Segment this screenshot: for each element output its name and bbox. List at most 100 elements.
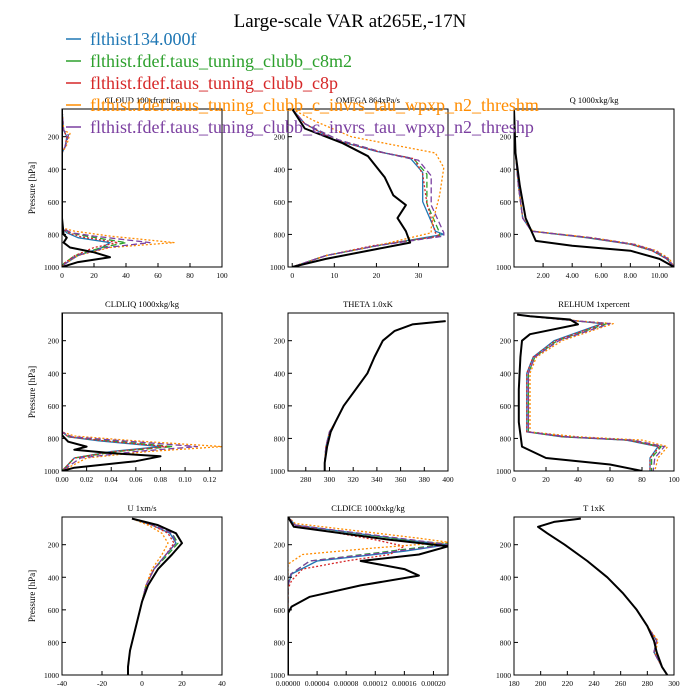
x-tick-label: 2.00 <box>537 271 550 280</box>
panel-0: 0 20 40 60 80 100 200 400 600 800 1000 CLOUD 100xfr… <box>27 95 228 280</box>
panel-1: 0 10 20 30 200 400 600 800 1000 OMEGA 864xPa/s <box>270 95 449 280</box>
y-tick-label: 200 <box>500 541 512 550</box>
panel-0-frame <box>61 108 223 268</box>
series-line-4 <box>514 109 674 267</box>
y-tick-label: 800 <box>274 434 286 443</box>
y-tick-label: 800 <box>274 230 286 239</box>
legend-entry: flthist.fdef.taus_tuning_clubb_c_invrs_t… <box>90 95 539 115</box>
y-tick-label: 1000 <box>496 467 511 476</box>
series-line-0 <box>127 517 177 675</box>
panel-8: 180 200 220 240 260 280 300 200 400 600 800 1000 T 1… <box>496 503 680 688</box>
figure-legend: flthist134.000f flthist.fdef.taus_tuning_… <box>66 29 539 137</box>
series-line-1 <box>514 109 674 267</box>
series-line-4 <box>517 313 666 471</box>
series-line-5 <box>514 109 674 267</box>
series-line-3 <box>288 517 448 675</box>
panel-title: OMEGA 864xPa/s <box>336 95 400 105</box>
y-tick-label: 200 <box>48 337 60 346</box>
series-line-2 <box>62 109 119 267</box>
y-tick-label: 1000 <box>270 671 285 680</box>
y-tick-label: 600 <box>274 198 286 207</box>
series-line-4 <box>62 109 151 267</box>
y-axis-label: Pressure [hPa] <box>27 162 37 214</box>
series-line-5 <box>291 109 412 267</box>
y-tick-label: 600 <box>48 402 60 411</box>
series-line-3 <box>62 109 175 267</box>
x-tick-label: 0.00016 <box>392 679 417 688</box>
x-tick-label: 10 <box>331 271 339 280</box>
panel-title: CLDICE 1000xkg/kg <box>331 503 405 513</box>
y-tick-label: 800 <box>48 638 60 647</box>
series-line-3 <box>537 517 668 675</box>
panel-title: RELHUM 1xpercent <box>558 299 630 309</box>
x-tick-label: 80 <box>186 271 194 280</box>
x-tick-label: 0.04 <box>105 475 118 484</box>
x-tick-label: 4.00 <box>566 271 579 280</box>
y-tick-label: 1000 <box>270 263 285 272</box>
y-tick-label: 200 <box>48 133 60 142</box>
x-tick-label: 40 <box>122 271 130 280</box>
x-tick-label: 60 <box>606 475 614 484</box>
x-tick-label: 10.00 <box>651 271 668 280</box>
figure-title: Large-scale VAR at265E,-17N <box>234 11 467 32</box>
y-tick-label: 1000 <box>496 671 511 680</box>
y-tick-label: 400 <box>48 165 60 174</box>
panel-7: 0.00000 0.00004 0.00008 0.00012 0.00016 0.000… <box>270 503 449 688</box>
x-tick-label: 220 <box>562 679 574 688</box>
x-tick-label: 200 <box>535 679 547 688</box>
x-tick-label: 6.00 <box>595 271 608 280</box>
y-tick-label: 600 <box>48 606 60 615</box>
series-line-1 <box>127 517 179 675</box>
panel-5-frame <box>513 312 675 472</box>
panel-7-series <box>288 517 448 675</box>
panel-title: CLOUD 100xfraction <box>105 95 181 105</box>
panel-title: Q 1000xkg/kg <box>570 95 620 105</box>
x-tick-label: 0.02 <box>80 475 93 484</box>
series-line-0 <box>324 320 446 471</box>
series-line-0 <box>537 517 668 675</box>
series-line-5 <box>62 313 162 471</box>
panel-6: -40 -20 0 20 40 200 400 600 800 1000 U 1xm/s Pressu… <box>27 503 226 688</box>
series-line-3 <box>291 109 445 267</box>
x-tick-label: 30 <box>415 271 423 280</box>
series-line-4 <box>537 517 668 675</box>
x-tick-label: -40 <box>57 679 67 688</box>
y-tick-label: 400 <box>500 369 512 378</box>
x-tick-label: 360 <box>395 475 407 484</box>
series-line-1 <box>517 313 662 471</box>
series-line-5 <box>127 517 183 675</box>
panel-4-series <box>323 320 446 471</box>
panel-1-series <box>291 109 445 267</box>
x-tick-label: 0.06 <box>129 475 142 484</box>
legend-entry: flthist.fdef.taus_tuning_clubb_c8p <box>90 73 338 93</box>
series-line-1 <box>324 320 446 471</box>
y-tick-label: 600 <box>274 402 286 411</box>
series-line-2 <box>288 517 406 675</box>
y-tick-label: 800 <box>274 638 286 647</box>
y-tick-label: 800 <box>500 230 512 239</box>
legend-entry: flthist134.000f <box>90 29 197 49</box>
y-tick-label: 1000 <box>44 263 59 272</box>
series-line-2 <box>514 109 674 267</box>
panel-8-frame <box>513 516 675 676</box>
x-tick-label: 0.00000 <box>276 679 301 688</box>
x-tick-label: 240 <box>588 679 600 688</box>
x-tick-label: 20 <box>542 475 550 484</box>
panel-6-frame <box>61 516 223 676</box>
x-tick-label: 0.10 <box>179 475 192 484</box>
x-tick-label: 0 <box>290 271 294 280</box>
y-axis-label: Pressure [hPa] <box>27 570 37 622</box>
series-line-1 <box>537 517 668 675</box>
series-line-5 <box>323 320 446 471</box>
series-line-4 <box>291 109 445 267</box>
x-tick-label: 280 <box>300 475 312 484</box>
panel-title: U 1xm/s <box>127 503 156 513</box>
panel-6-series <box>127 517 183 675</box>
x-tick-label: 320 <box>348 475 360 484</box>
y-tick-label: 200 <box>274 541 286 550</box>
x-tick-label: 20 <box>178 679 186 688</box>
panel-0-series <box>62 109 175 267</box>
x-tick-label: 0 <box>512 475 516 484</box>
x-tick-label: 0.00004 <box>305 679 330 688</box>
